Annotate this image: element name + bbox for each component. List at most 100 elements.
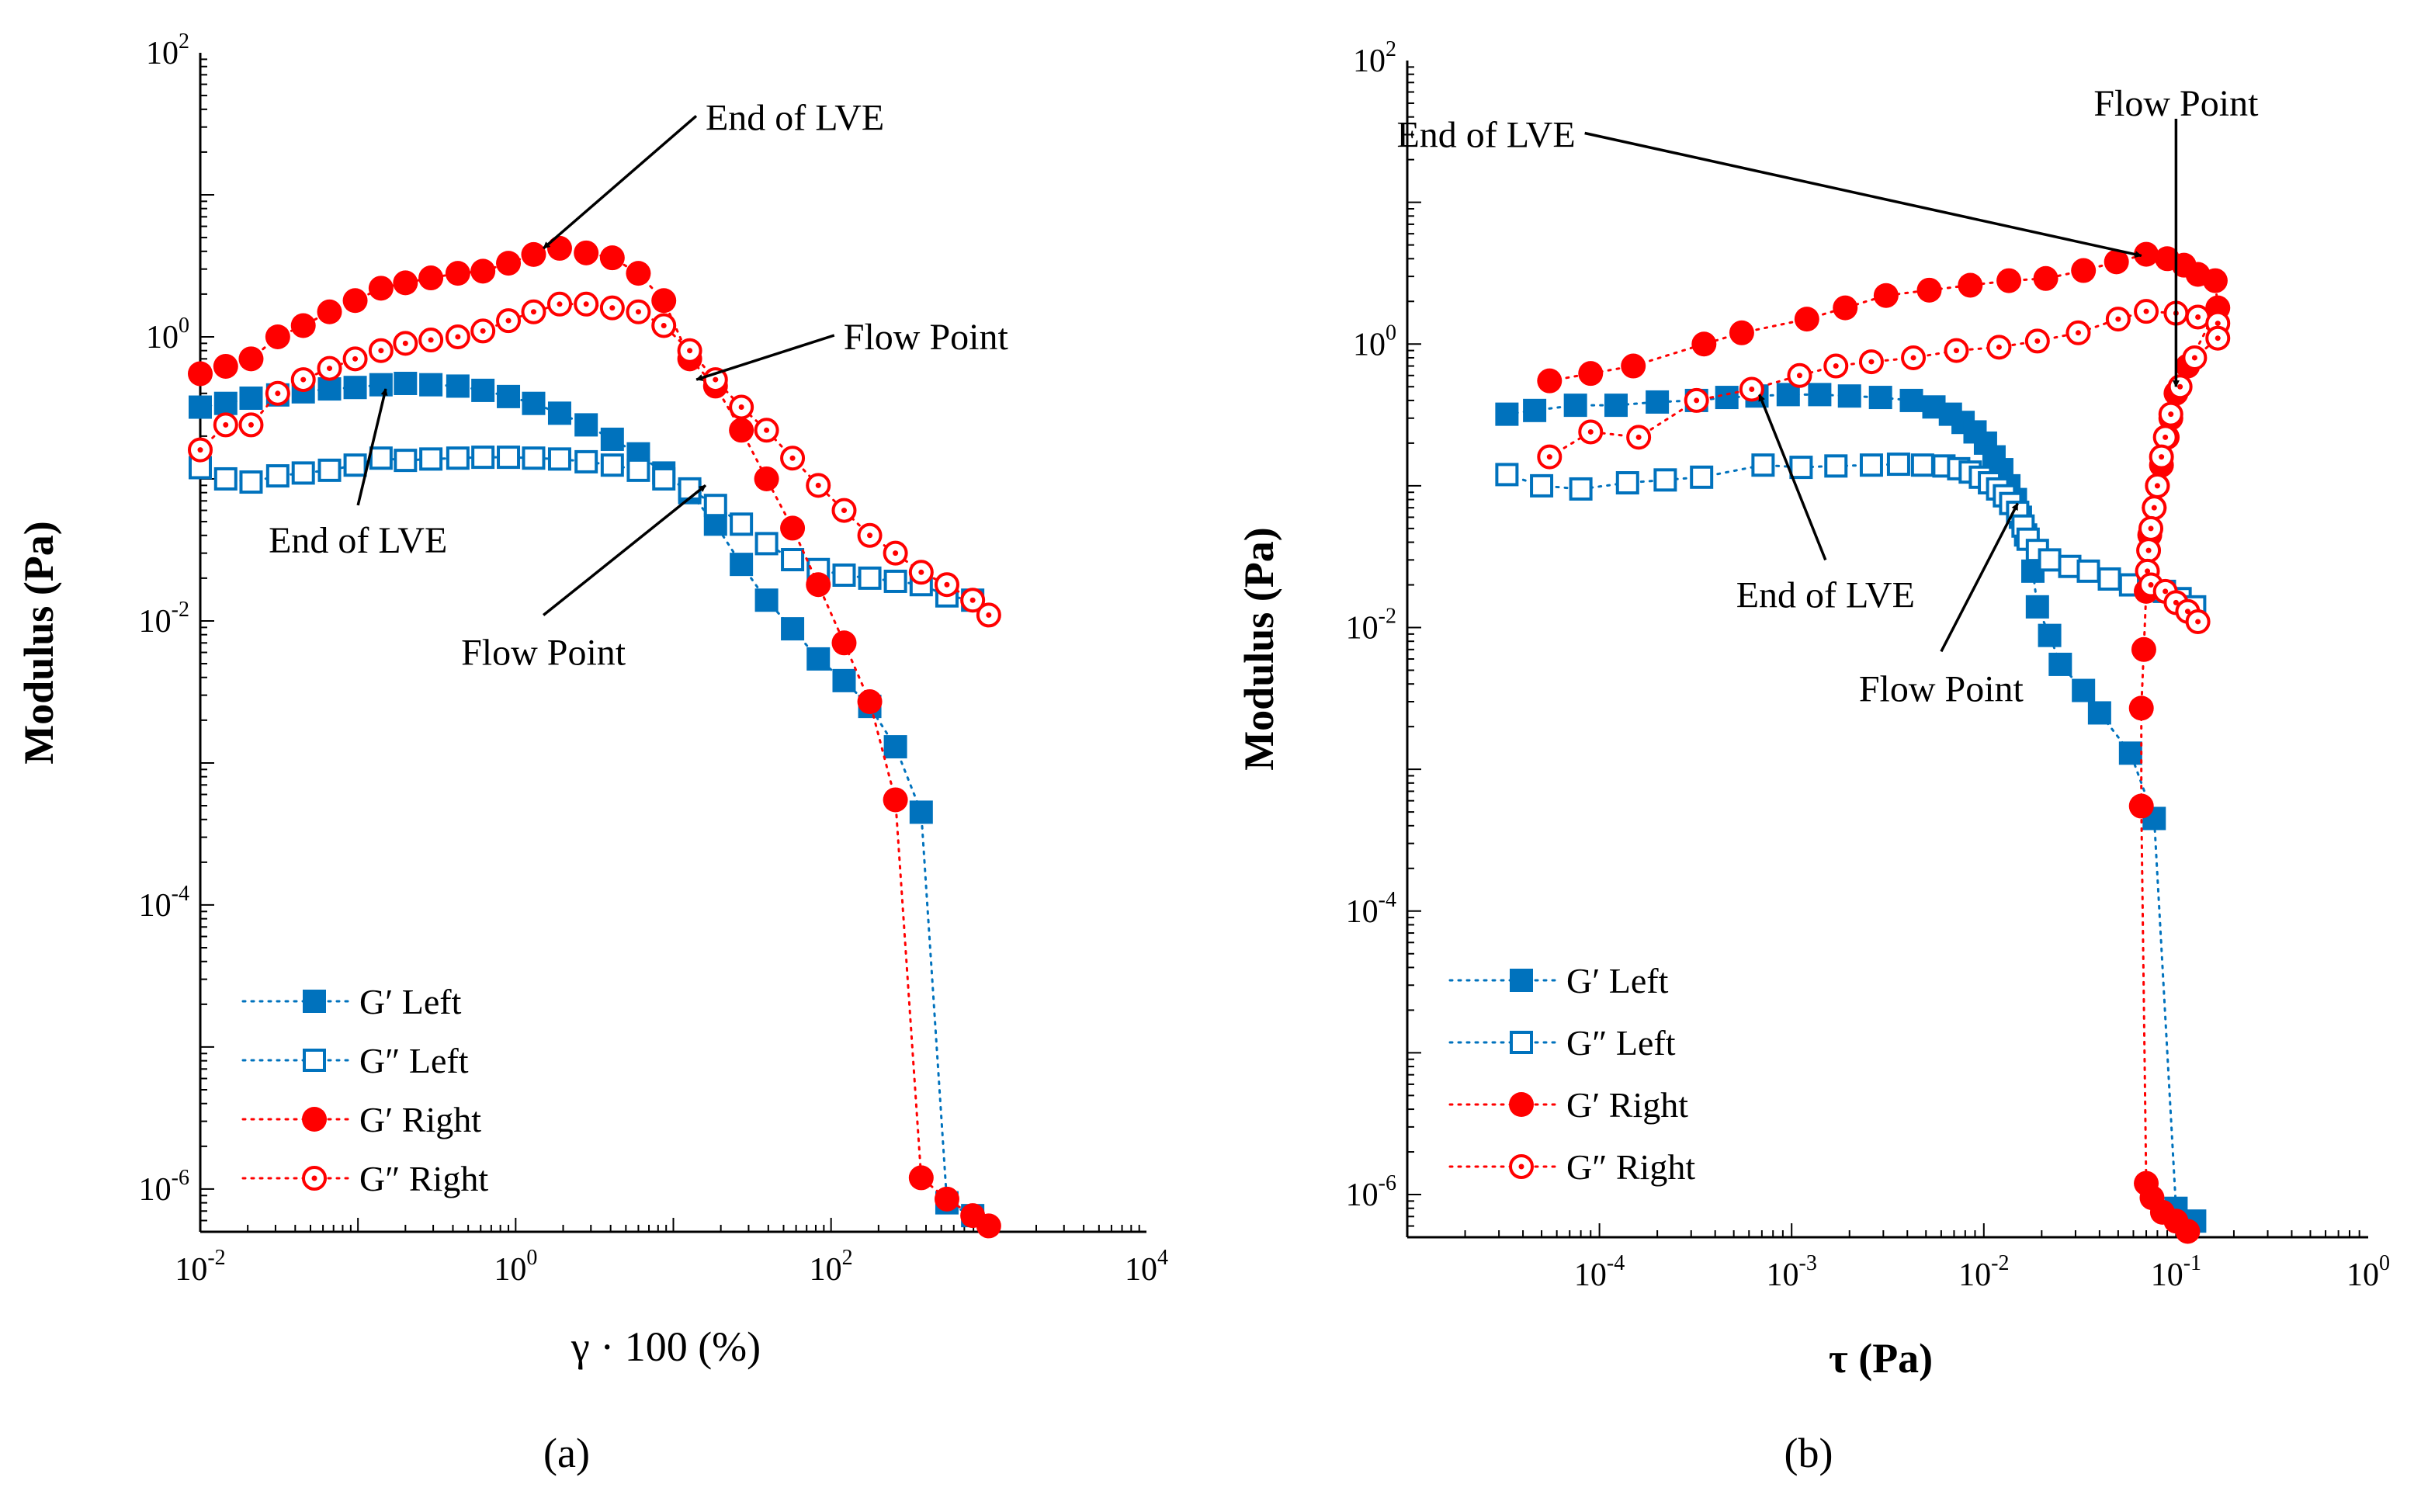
x-tick-label: 10-2 (175, 1246, 225, 1288)
x-tick-label: 10-1 (2151, 1251, 2201, 1293)
data-point-center (789, 455, 796, 461)
data-point (651, 288, 677, 314)
data-point-center (918, 569, 924, 575)
y-tick-label: 102 (1353, 37, 1396, 79)
data-point-center (2159, 454, 2165, 460)
data-point (446, 374, 470, 398)
data-point (239, 470, 263, 494)
data-point (626, 261, 651, 286)
data-point (1868, 386, 1892, 410)
annotation-arrow (543, 484, 707, 616)
data-point (2175, 1219, 2201, 1244)
data-point (883, 787, 908, 813)
data-point (934, 1186, 959, 1212)
data-point (1569, 477, 1593, 501)
data-point (521, 241, 546, 267)
data-point-center (2034, 338, 2041, 344)
data-point (522, 446, 546, 470)
x-axis-label: γ · 100 (%) (571, 1323, 761, 1370)
data-point (781, 617, 805, 641)
data-point (781, 548, 805, 572)
data-point-center (1546, 454, 1552, 460)
data-point (343, 453, 367, 477)
data-point (2134, 241, 2159, 267)
data-point (2033, 265, 2058, 291)
data-point (394, 371, 418, 395)
data-point (883, 569, 907, 593)
data-point (446, 446, 470, 470)
data-point (2097, 567, 2121, 591)
data-point (2087, 701, 2111, 725)
legend-label: G″ Right (1566, 1147, 1695, 1187)
data-point (188, 361, 213, 387)
data-point-center (1833, 363, 1839, 369)
data-point (806, 572, 831, 598)
data-point-center (402, 340, 408, 346)
data-point-center (738, 404, 744, 411)
data-point (342, 288, 368, 314)
data-point-center (480, 328, 486, 334)
data-point (2076, 559, 2100, 583)
data-point-center (2075, 330, 2081, 336)
x-axis-label: τ (Pa) (1829, 1335, 1933, 1382)
data-point (445, 261, 470, 286)
data-point (1794, 307, 1819, 332)
data-point-center (2177, 383, 2183, 390)
data-point (317, 458, 342, 482)
data-point-center (944, 581, 950, 588)
data-point (239, 386, 263, 410)
data-point (574, 413, 598, 437)
data-point-center (2191, 355, 2197, 361)
data-point (471, 446, 495, 470)
data-point (908, 1165, 934, 1191)
data-point (189, 395, 212, 419)
y-tick-label: 10-6 (139, 1166, 189, 1208)
data-point-center (2154, 483, 2160, 489)
y-tick-label: 10-2 (1346, 605, 1396, 647)
series-line (1505, 393, 2196, 1222)
data-point (1578, 361, 1604, 387)
data-point (832, 668, 856, 692)
data-point-center (1868, 359, 1875, 365)
series-line (1548, 310, 2219, 623)
x-tick-label: 100 (2346, 1251, 2390, 1293)
data-point-center (2173, 599, 2179, 605)
data-point (1899, 388, 1923, 412)
series-line (199, 382, 974, 1217)
data-point (2048, 652, 2072, 676)
data-point-center (764, 427, 770, 433)
annotation-label: End of LVE (1396, 114, 1575, 155)
data-point (497, 384, 521, 408)
data-point (497, 446, 521, 470)
data-point-center (505, 317, 512, 324)
legend-label: G″ Left (359, 1041, 469, 1080)
data-point-center (300, 376, 307, 383)
data-point-center (893, 550, 899, 557)
data-point (419, 373, 443, 397)
data-point (291, 461, 315, 485)
data-point-center (1749, 386, 1755, 392)
data-point (806, 647, 831, 671)
data-point (2071, 258, 2097, 283)
data-point-center (2168, 411, 2174, 418)
y-axis-label: Modulus (Pa) (16, 521, 62, 765)
y-tick-label: 10-2 (139, 598, 189, 640)
data-point-center (986, 612, 992, 618)
data-point (1837, 384, 1861, 408)
data-point-center (583, 301, 589, 307)
data-point (1615, 471, 1639, 495)
data-point-center (197, 447, 203, 453)
data-point (1653, 468, 1677, 492)
data-point-center (1635, 434, 1642, 440)
data-point-center (1910, 355, 1916, 361)
y-axis-label: Modulus (Pa) (1236, 527, 1282, 771)
data-point (1715, 386, 1739, 410)
y-tick-label: 100 (146, 314, 189, 355)
data-point (976, 1213, 1001, 1239)
data-point (1910, 453, 1934, 477)
legend-marker (1510, 1031, 1533, 1054)
legend: G′ Left G″ Left G′ Right G″ Right (241, 982, 488, 1198)
data-point-center (2195, 314, 2201, 320)
data-point (213, 466, 238, 491)
